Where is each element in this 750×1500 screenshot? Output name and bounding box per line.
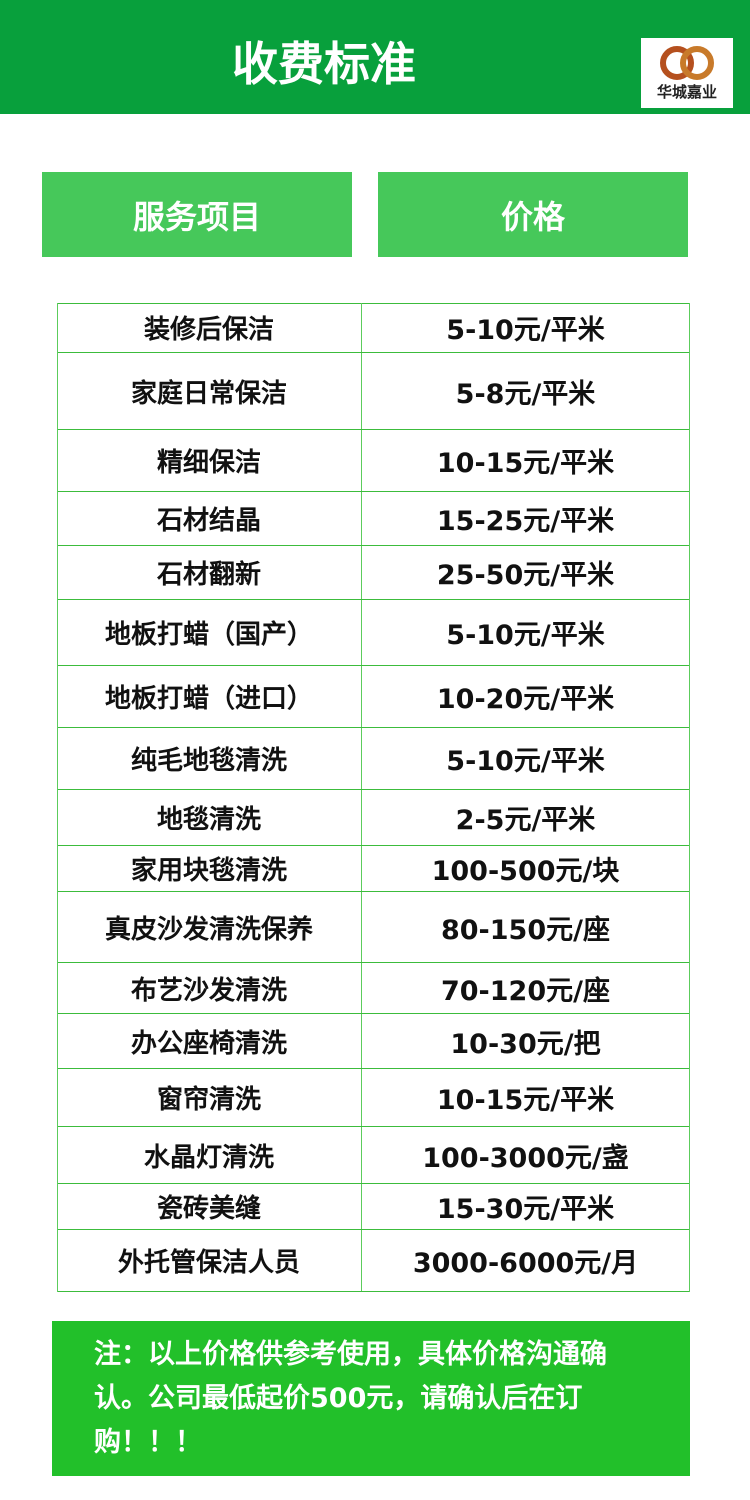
service-price: 70-120元/座: [440, 975, 610, 1007]
logo-rings-icon: [660, 46, 714, 80]
table-row: 瓷砖美缝 15-30元/平米: [57, 1184, 689, 1230]
table-row: 装修后保洁 5-10元/平米: [57, 303, 689, 353]
service-price: 25-50元/平米: [436, 560, 615, 591]
service-name: 石材翻新: [57, 546, 362, 599]
service-price: 10-15元/平米: [436, 1085, 615, 1116]
header-bar: 收费标准 华城嘉业: [0, 0, 750, 114]
service-price: 10-20元/平米: [436, 684, 615, 715]
service-name: 地板打蜡（进口）: [57, 666, 362, 727]
service-name: 办公座椅清洗: [57, 1014, 362, 1068]
service-price: 100-3000元/盏: [422, 1142, 629, 1174]
service-price: 10-15元/平米: [436, 448, 615, 479]
table-row: 地板打蜡（进口） 10-20元/平米: [57, 666, 689, 728]
service-name: 纯毛地毯清洗: [57, 728, 362, 789]
service-price: 100-500元/块: [431, 856, 620, 887]
service-name: 地毯清洗: [57, 790, 362, 845]
table-row: 外托管保洁人员 3000-6000元/月: [57, 1230, 689, 1292]
service-price: 2-5元/平米: [455, 805, 596, 836]
table-row: 家庭日常保洁 5-8元/平米: [57, 353, 689, 430]
service-name: 布艺沙发清洗: [57, 963, 362, 1013]
table-row: 地板打蜡（国产） 5-10元/平米: [57, 600, 689, 666]
table-row: 布艺沙发清洗 70-120元/座: [57, 963, 689, 1014]
service-name: 窗帘清洗: [57, 1069, 362, 1126]
service-name: 家用块毯清洗: [57, 846, 362, 891]
company-logo: 华城嘉业: [641, 38, 733, 108]
service-price: 10-30元/把: [450, 1028, 601, 1060]
page-title: 收费标准: [232, 37, 416, 91]
service-name: 地板打蜡（国产）: [57, 600, 362, 665]
service-price: 3000-6000元/月: [412, 1248, 639, 1279]
service-name: 精细保洁: [57, 430, 362, 491]
logo-text: 华城嘉业: [656, 83, 717, 101]
table-row: 水晶灯清洗 100-3000元/盏: [57, 1127, 689, 1184]
table-row: 窗帘清洗 10-15元/平米: [57, 1069, 689, 1127]
table-row: 纯毛地毯清洗 5-10元/平米: [57, 728, 689, 790]
service-name: 水晶灯清洗: [57, 1127, 362, 1183]
column-header-price: 价格: [378, 172, 688, 257]
table-right-border: [689, 303, 690, 1292]
service-price: 15-25元/平米: [436, 506, 615, 537]
table-row: 地毯清洗 2-5元/平米: [57, 790, 689, 846]
service-name: 瓷砖美缝: [57, 1184, 362, 1229]
service-price: 5-8元/平米: [455, 378, 596, 410]
table-top-border: [57, 303, 689, 304]
table-left-border: [57, 303, 58, 1292]
service-name: 外托管保洁人员: [57, 1230, 362, 1291]
table-row: 家用块毯清洗 100-500元/块: [57, 846, 689, 892]
service-price: 5-10元/平米: [446, 315, 605, 346]
service-name: 石材结晶: [57, 492, 362, 545]
table-row: 石材翻新 25-50元/平米: [57, 546, 689, 600]
table-row: 办公座椅清洗 10-30元/把: [57, 1014, 689, 1069]
table-row: 石材结晶 15-25元/平米: [57, 492, 689, 546]
service-price: 80-150元/座: [440, 914, 610, 946]
service-price: 5-10元/平米: [446, 746, 605, 777]
service-name: 家庭日常保洁: [57, 353, 362, 429]
service-price: 15-30元/平米: [436, 1194, 615, 1225]
service-price: 5-10元/平米: [446, 620, 605, 651]
service-name: 真皮沙发清洗保养: [57, 892, 362, 962]
table-row: 真皮沙发清洗保养 80-150元/座: [57, 892, 689, 963]
note-box: 注：以上价格供参考使用，具体价格沟通确认。公司最低起价500元，请确认后在订购！…: [52, 1321, 690, 1476]
table-row: 精细保洁 10-15元/平米: [57, 430, 689, 492]
service-name: 装修后保洁: [57, 303, 362, 352]
column-header-service: 服务项目: [42, 172, 352, 257]
